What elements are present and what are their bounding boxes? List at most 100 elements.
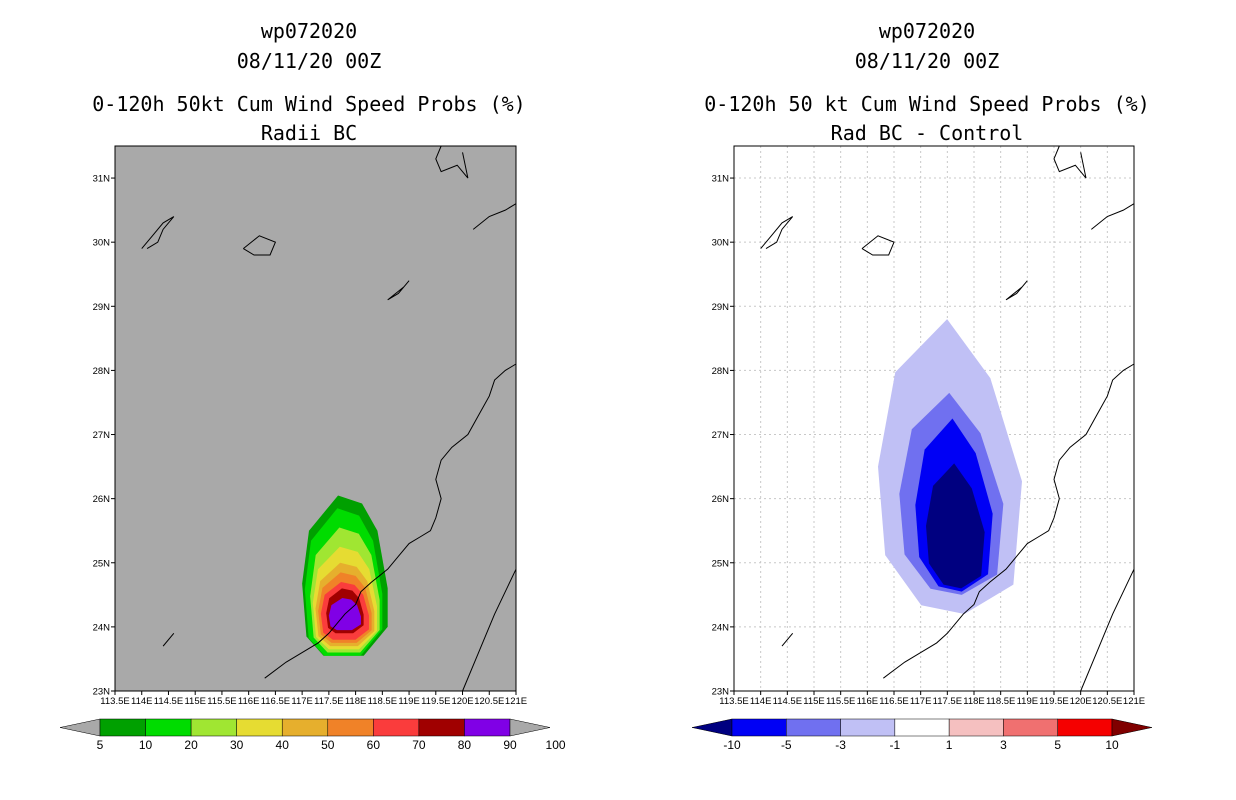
- left-title-variant: Radii BC: [261, 121, 357, 145]
- y-tick-label: 23N: [93, 687, 111, 698]
- colorbar-tick-label: 5: [97, 738, 104, 752]
- colorbar-swatch: [236, 718, 283, 737]
- mainland-coastline: [264, 363, 517, 679]
- poyang-lake-outline: [141, 216, 175, 250]
- right-title-product: 0-120h 50 kt Cum Wind Speed Probs (%): [704, 92, 1150, 116]
- x-tick-label: 117.5E: [314, 696, 343, 707]
- x-tick-label: 121E: [505, 696, 527, 707]
- y-tick-label: 30N: [712, 238, 730, 249]
- colorbar-high-arrow: [1111, 718, 1153, 737]
- colorbar-tick-label: -5: [781, 738, 792, 752]
- y-tick-label: 24N: [712, 622, 730, 633]
- colorbar-high-arrow: [509, 718, 551, 737]
- left-title-storm: wp072020: [261, 19, 357, 43]
- x-tick-label: 114E: [750, 696, 771, 707]
- x-tick-label: 117.5E: [933, 696, 962, 707]
- x-tick-label: 114E: [131, 696, 152, 707]
- colorbar-tick-label: 70: [412, 738, 426, 752]
- colorbar-tick-label: 50: [321, 738, 335, 752]
- left-y-axis: 23N 24N 25N 26N 27N 28N 29N 30N 31N: [93, 174, 115, 698]
- right-title-storm: wp072020: [879, 19, 975, 43]
- x-tick-label: 113.5E: [100, 696, 129, 707]
- x-tick-label: 116.5E: [261, 696, 290, 707]
- y-tick-label: 28N: [712, 366, 730, 377]
- colorbar-swatch: [948, 718, 1004, 737]
- x-tick-label: 116.5E: [879, 696, 908, 707]
- x-tick-label: 117E: [291, 696, 312, 707]
- lake-outline-central: [243, 235, 277, 256]
- colorbar-swatch: [464, 718, 511, 737]
- left-coastline: [141, 145, 517, 692]
- colorbar-tick-label: 60: [367, 738, 381, 752]
- colorbar-low-arrow: [59, 718, 101, 737]
- right-coastline: [760, 145, 1135, 692]
- colorbar-swatch: [894, 718, 950, 737]
- y-tick-label: 26N: [712, 494, 730, 505]
- colorbar-tick-label: 40: [276, 738, 290, 752]
- colorbar-swatch: [1057, 718, 1113, 737]
- x-tick-label: 121E: [1123, 696, 1145, 707]
- colorbar-tick-label: -1: [890, 738, 901, 752]
- y-tick-label: 27N: [712, 430, 730, 441]
- left-title-date: 08/11/20 00Z: [237, 49, 382, 73]
- reservoir-outline: [162, 632, 175, 647]
- x-tick-label: 115E: [803, 696, 824, 707]
- colorbar-swatch: [1003, 718, 1058, 737]
- contour-level-neg10: [926, 463, 985, 589]
- colorbar-tick-label: 20: [184, 738, 198, 752]
- taiwan-coastline: [1080, 568, 1135, 692]
- right-plot-frame: [733, 145, 1135, 692]
- left-colorbar: 5 10 20 30 40 50 60 70 80 90 100: [59, 718, 566, 752]
- x-tick-label: 113.5E: [719, 696, 748, 707]
- colorbar-tick-label: 1: [946, 738, 953, 752]
- x-tick-label: 115.5E: [207, 696, 236, 707]
- right-title-date: 08/11/20 00Z: [855, 49, 1000, 73]
- x-tick-label: 118E: [963, 696, 984, 707]
- x-tick-label: 119.5E: [421, 696, 450, 707]
- y-tick-label: 30N: [93, 238, 111, 249]
- x-tick-label: 120E: [1070, 696, 1092, 707]
- y-tick-label: 27N: [93, 430, 111, 441]
- x-tick-label: 118.5E: [368, 696, 397, 707]
- colorbar-tick-label: 30: [230, 738, 244, 752]
- x-tick-label: 114.5E: [773, 696, 802, 707]
- left-plot-frame: [114, 145, 517, 692]
- y-tick-label: 31N: [712, 174, 730, 185]
- colorbar-tick-label: 100: [546, 738, 566, 752]
- left-title-product: 0-120h 50kt Cum Wind Speed Probs (%): [92, 92, 525, 116]
- y-tick-label: 24N: [93, 622, 111, 633]
- y-tick-label: 25N: [712, 558, 730, 569]
- mainland-coastline: [883, 363, 1135, 679]
- x-tick-label: 115E: [184, 696, 205, 707]
- colorbar-tick-label: -10: [723, 738, 741, 752]
- colorbar-swatch: [327, 718, 374, 737]
- right-y-axis: 23N 24N 25N 26N 27N 28N 29N 30N 31N: [712, 174, 734, 698]
- x-tick-label: 120.5E: [474, 696, 504, 707]
- colorbar-swatch: [281, 718, 329, 737]
- poyang-lake-outline: [760, 216, 794, 250]
- colorbar-swatch: [145, 718, 192, 737]
- colorbar-swatch: [840, 718, 896, 737]
- y-tick-label: 26N: [93, 494, 111, 505]
- colorbar-tick-label: -3: [835, 738, 846, 752]
- colorbar-tick-label: 90: [503, 738, 517, 752]
- left-panel: wp072020 08/11/20 00Z 0-120h 50kt Cum Wi…: [59, 19, 566, 752]
- x-tick-label: 116E: [857, 696, 878, 707]
- taihu-lake-outline: [1053, 145, 1087, 179]
- colorbar-tick-label: 5: [1054, 738, 1061, 752]
- right-panel: wp072020 08/11/20 00Z 0-120h 50 kt Cum W…: [691, 19, 1153, 752]
- colorbar-swatch: [731, 718, 787, 737]
- x-tick-label: 119.5E: [1039, 696, 1068, 707]
- hangzhou-bay-coastline: [1091, 203, 1135, 230]
- taiwan-coastline: [462, 568, 517, 692]
- x-tick-label: 120.5E: [1092, 696, 1122, 707]
- right-colorbar: -10 -5 -3 -1 1 3 5 10: [691, 718, 1153, 752]
- x-tick-label: 115.5E: [826, 696, 855, 707]
- x-tick-label: 119E: [398, 696, 419, 707]
- x-tick-label: 118E: [345, 696, 366, 707]
- colorbar-tick-label: 80: [458, 738, 472, 752]
- colorbar-tick-label: 3: [1000, 738, 1007, 752]
- left-probability-contours: [302, 495, 388, 656]
- right-title-variant: Rad BC - Control: [831, 121, 1024, 145]
- colorbar-swatch: [99, 718, 146, 737]
